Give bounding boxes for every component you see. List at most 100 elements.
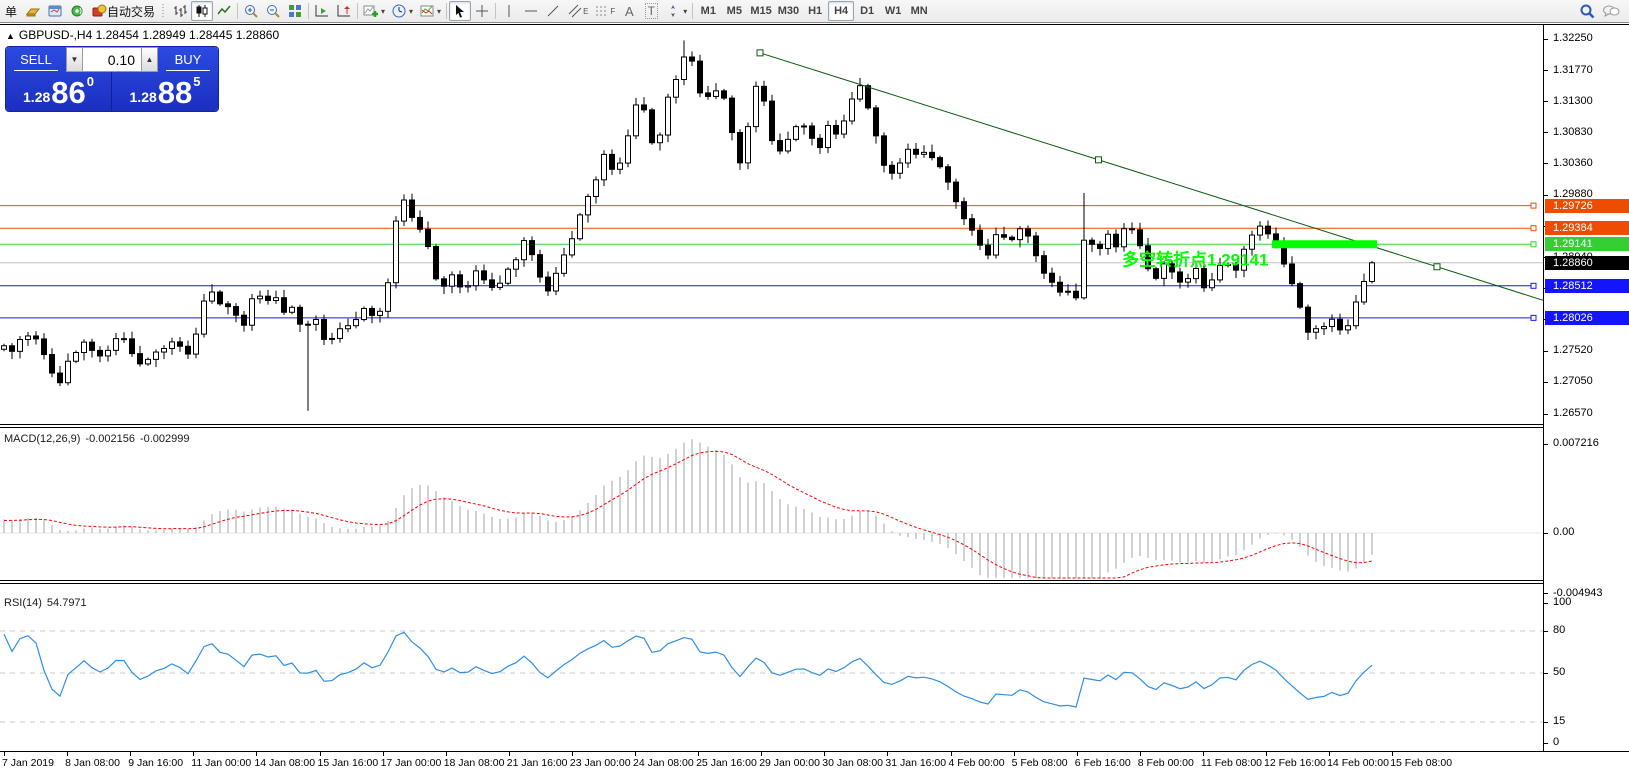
volume-increase-button[interactable]: ▲ [141,47,158,72]
trendline-handle[interactable] [1433,263,1441,271]
text-label-tool[interactable]: T [640,1,662,21]
candlestick-chart-button[interactable] [191,1,214,21]
gold-bar-icon[interactable] [22,1,44,21]
signals-icon[interactable] [66,1,88,21]
indicators-button[interactable]: ▾ [360,1,388,21]
time-label: 31 Jan 16:00 [885,757,947,769]
time-label: 14 Jan 08:00 [254,757,316,769]
new-order-label: 单 [4,4,17,19]
cursor-button[interactable] [449,1,472,21]
axis-tick-label: 15 [1553,715,1566,727]
one-click-trading-panel: SELL ▼ ▲ BUY 1.28 86 0 1.28 88 5 [6,47,218,111]
main-toolbar: 单 自动交易 [0,0,1629,23]
new-order-button[interactable]: 单 [0,1,22,21]
time-label: 8 Feb 00:00 [1137,757,1194,769]
time-tick [635,752,636,756]
timeframe-w1[interactable]: W1 [884,5,902,17]
search-icon[interactable] [1576,1,1599,21]
buy-price-prefix: 1.28 [129,89,157,105]
time-label: 15 Jan 16:00 [317,757,379,769]
tile-windows-button[interactable] [284,1,306,21]
time-tick [382,752,384,756]
time-label: 17 Jan 00:00 [380,757,442,769]
macd-name: MACD(12,26,9) [4,433,81,445]
fibonacci-tool[interactable]: F [591,1,618,21]
trendline-handle[interactable] [756,49,764,57]
timeframe-d1[interactable]: D1 [860,5,875,17]
terminal-window-icon[interactable] [44,1,66,21]
time-tick [445,752,447,756]
axis-tick-label: 100 [1553,596,1572,608]
trendline-tool[interactable] [542,1,564,21]
time-tick [193,752,195,756]
vertical-line-tool[interactable] [498,1,520,21]
sell-price[interactable]: 1.28 86 0 [6,72,112,111]
volume-input[interactable] [83,47,141,72]
sell-price-big: 86 [51,75,86,110]
timeframe-m30[interactable]: M30 [777,5,800,17]
timeframe-h1[interactable]: H1 [808,5,823,17]
arrows-tool[interactable]: ▾ [662,1,690,21]
autotrading-button[interactable]: 自动交易 [88,1,158,21]
axis-tick-label: 1.30830 [1553,125,1593,138]
trendline-handle[interactable] [1095,156,1102,164]
price-chart[interactable]: 多空转折点1.29141 ▲ GBPUSD-,H4 1.28454 1.28949… [0,25,1543,751]
descending-trendline[interactable] [759,52,1543,301]
rsi-value: 54.7971 [46,597,87,609]
price-axis[interactable]: 1.32250 1.31770 1.31300 1.30830 1.30360 1.298… [1543,25,1629,751]
axis-tick-label: 80 [1553,624,1566,636]
chart-title-text: GBPUSD-,H4 1.28454 1.28949 1.28445 1.288… [18,28,280,42]
turning-point-annotation[interactable]: 多空转折点1.29141 [1122,249,1268,269]
axis-tick [1544,602,1548,604]
chart-window: 多空转折点1.29141 ▲ GBPUSD-,H4 1.28454 1.28949… [0,24,1629,770]
zoom-in-button[interactable] [240,1,262,21]
bar-chart-button[interactable] [169,1,191,21]
periods-button[interactable]: ▾ [388,1,416,21]
buy-price[interactable]: 1.28 88 5 [112,72,218,111]
time-tick [1076,752,1078,756]
axis-tick-label: 1.32250 [1553,32,1593,44]
time-tick [67,752,69,756]
axis-tick [1544,38,1548,40]
crosshair-button[interactable] [471,1,493,21]
rsi-label: RSI(14) 54.7971 [4,597,87,609]
time-axis[interactable]: 7 Jan 2019 8 Jan 08:00 9 Jan 16:00 11 Jan 0… [0,751,1629,770]
timeframe-m15[interactable]: M15 [750,5,772,17]
timeframe-m1[interactable]: M1 [700,5,716,17]
axis-tick-label: 0.00 [1553,526,1575,538]
timeframe-mn[interactable]: MN [910,5,928,17]
level-lines[interactable] [0,202,1543,321]
timeframe-h4[interactable]: H4 [828,1,855,21]
equidistant-channel-tool[interactable]: E [564,1,591,21]
axis-tick [1544,443,1548,445]
axis-tick [1544,101,1548,103]
price-badge-1.29726: 1.29726 [1545,198,1629,213]
turning-point-highlight[interactable] [1272,240,1377,249]
macd-signal-line [3,450,1373,579]
chat-icon[interactable] [1599,1,1623,21]
text-tool-label: A [624,3,634,19]
chart-canvas[interactable]: 多空转折点1.29141 [0,25,1543,751]
time-label: 7 Jan 2019 [2,757,54,769]
templates-button[interactable]: ▾ [416,1,444,21]
text-tool[interactable]: A [618,1,640,21]
time-tick [1266,752,1267,756]
axis-tick-label: 1.30360 [1553,156,1593,169]
macd-label: MACD(12,26,9) -0.002156 -0.002999 [4,433,190,445]
sell-button[interactable]: SELL [6,47,66,72]
collapse-panel-icon[interactable]: ▲ [6,31,15,41]
auto-scroll-button[interactable] [311,1,333,21]
time-label: 14 Feb 00:00 [1327,757,1389,769]
time-label: 6 Feb 16:00 [1074,757,1131,769]
zoom-out-button[interactable] [262,1,284,21]
timeframe-m5[interactable]: M5 [726,5,742,17]
autotrading-label: 自动交易 [107,4,156,19]
rsi-name: RSI(14) [4,597,42,609]
time-tick [1329,752,1331,756]
chart-shift-button[interactable] [333,1,355,21]
line-chart-button[interactable] [213,1,235,21]
time-tick [508,752,510,756]
volume-decrease-button[interactable]: ▼ [66,47,83,72]
buy-button[interactable]: BUY [158,47,218,72]
horizontal-line-tool[interactable] [520,1,542,21]
